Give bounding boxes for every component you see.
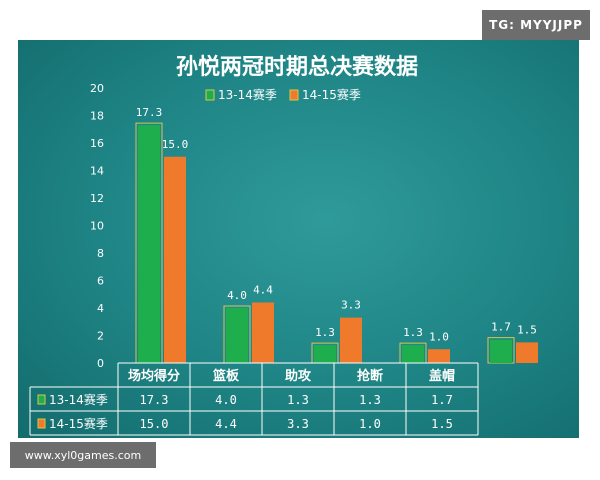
y-tick-label: 4: [97, 302, 104, 315]
y-tick-label: 16: [90, 137, 104, 150]
bar-series1: [402, 345, 424, 363]
legend-swatch: [289, 89, 299, 101]
legend-entry: 14-15赛季: [302, 87, 361, 102]
table-cell-value: 1.3: [287, 393, 309, 407]
y-tick-label: 18: [90, 110, 104, 123]
y-axis-ticks: 0 2 4 6 8 10 12 14 16 18 20: [90, 82, 104, 370]
table-cell-value: 17.3: [140, 393, 169, 407]
bar-series2: [340, 317, 362, 363]
y-tick-label: 6: [97, 275, 104, 288]
bar-value-label: 4.4: [253, 284, 273, 297]
bar-value-label: 4.0: [227, 289, 247, 302]
table-series-name: 13-14赛季: [49, 392, 108, 407]
table-category-header: 助攻: [285, 368, 312, 384]
table-cell-value: 1.7: [431, 393, 453, 407]
table-cell-value: 3.3: [287, 417, 309, 431]
bar-series1: [226, 308, 248, 363]
watermark-site: www.xyl0games.com: [10, 442, 156, 468]
table-cell-value: 4.0: [215, 393, 237, 407]
bar-value-label: 1.3: [403, 326, 423, 339]
bar-value-label: 15.0: [162, 138, 189, 151]
y-tick-label: 12: [90, 192, 104, 205]
bar-value-label: 17.3: [136, 106, 163, 119]
bar-value-label: 1.5: [517, 323, 537, 336]
bar-series2: [516, 342, 538, 363]
table-legend-swatch: [37, 418, 46, 429]
table-cell-value: 1.5: [431, 417, 453, 431]
y-tick-label: 0: [97, 357, 104, 370]
bar-series1: [490, 339, 512, 363]
bar-value-label: 1.0: [429, 330, 449, 343]
watermark-tg: TG: MYYJJPP: [482, 10, 590, 40]
bar-value-label: 1.3: [315, 326, 335, 339]
table-cell-value: 4.4: [215, 417, 237, 431]
table-cell-value: 15.0: [140, 417, 169, 431]
bars: [135, 122, 538, 364]
data-table: 场均得分 篮板 助攻 抢断 盖帽 13-14赛季 17.3 4.0 1.3 1.3 1.7 14-15…: [29, 362, 479, 436]
y-tick-label: 10: [90, 220, 104, 233]
table-legend-swatch: [37, 394, 46, 405]
bar-series1: [138, 125, 160, 363]
table-category-header: 盖帽: [429, 368, 455, 384]
table-cell-value: 1.0: [359, 417, 381, 431]
legend-swatch: [205, 89, 215, 101]
y-tick-label: 8: [97, 247, 104, 260]
legend: 13-14赛季 14-15赛季: [205, 87, 361, 102]
y-tick-label: 20: [90, 82, 104, 95]
table-cell-value: 1.3: [359, 393, 381, 407]
bar-series2: [252, 302, 274, 363]
chart-title: 孙悦两冠时期总决赛数据: [176, 54, 418, 80]
chart-svg: 孙悦两冠时期总决赛数据 13-14赛季 14-15赛季 0 2 4 6 8 10 12 14 16…: [29, 54, 538, 436]
bar-series2: [164, 156, 186, 363]
bar-series2: [428, 349, 450, 363]
bar-series1: [314, 345, 336, 363]
chart-frame: 孙悦两冠时期总决赛数据 13-14赛季 14-15赛季 0 2 4 6 8 10 12 14 16…: [18, 40, 579, 438]
bar-value-label: 3.3: [341, 299, 361, 312]
table-series-name: 14-15赛季: [49, 416, 108, 431]
bar-labels: 17.3 15.0 4.0 4.4 1.3 3.3 1.3 1.0 1.7 1.5: [136, 106, 537, 343]
y-tick-label: 2: [97, 330, 104, 343]
y-tick-label: 14: [90, 165, 104, 178]
bar-value-label: 1.7: [491, 321, 511, 334]
table-category-header: 抢断: [357, 368, 383, 384]
table-category-header: 篮板: [212, 368, 240, 384]
legend-entry: 13-14赛季: [218, 87, 277, 102]
table-category-header: 场均得分: [128, 368, 180, 384]
